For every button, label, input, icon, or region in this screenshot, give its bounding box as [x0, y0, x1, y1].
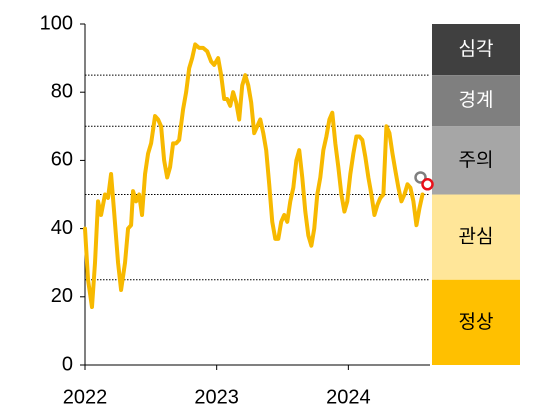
y-tick-label: 60	[51, 149, 73, 171]
status-band	[432, 126, 520, 195]
x-tick-label: 2024	[326, 386, 371, 408]
band-label: 경계	[459, 89, 494, 111]
y-tick-label: 20	[51, 285, 73, 307]
status-band	[432, 24, 520, 76]
x-tick-label: 2023	[194, 386, 239, 408]
point-marker	[421, 178, 434, 191]
status-band	[432, 194, 520, 280]
band-label: 관심	[459, 226, 494, 248]
band-label: 정상	[459, 311, 494, 333]
status-band	[432, 75, 520, 127]
y-tick-label: 0	[62, 353, 73, 375]
y-tick-label: 80	[51, 80, 73, 102]
y-tick-label: 100	[40, 12, 73, 34]
x-tick-label: 2022	[63, 386, 108, 408]
status-band	[432, 279, 520, 365]
band-label: 주의	[459, 149, 494, 171]
y-tick-label: 40	[51, 217, 73, 239]
band-label: 심각	[459, 38, 494, 60]
data-line	[83, 42, 425, 310]
